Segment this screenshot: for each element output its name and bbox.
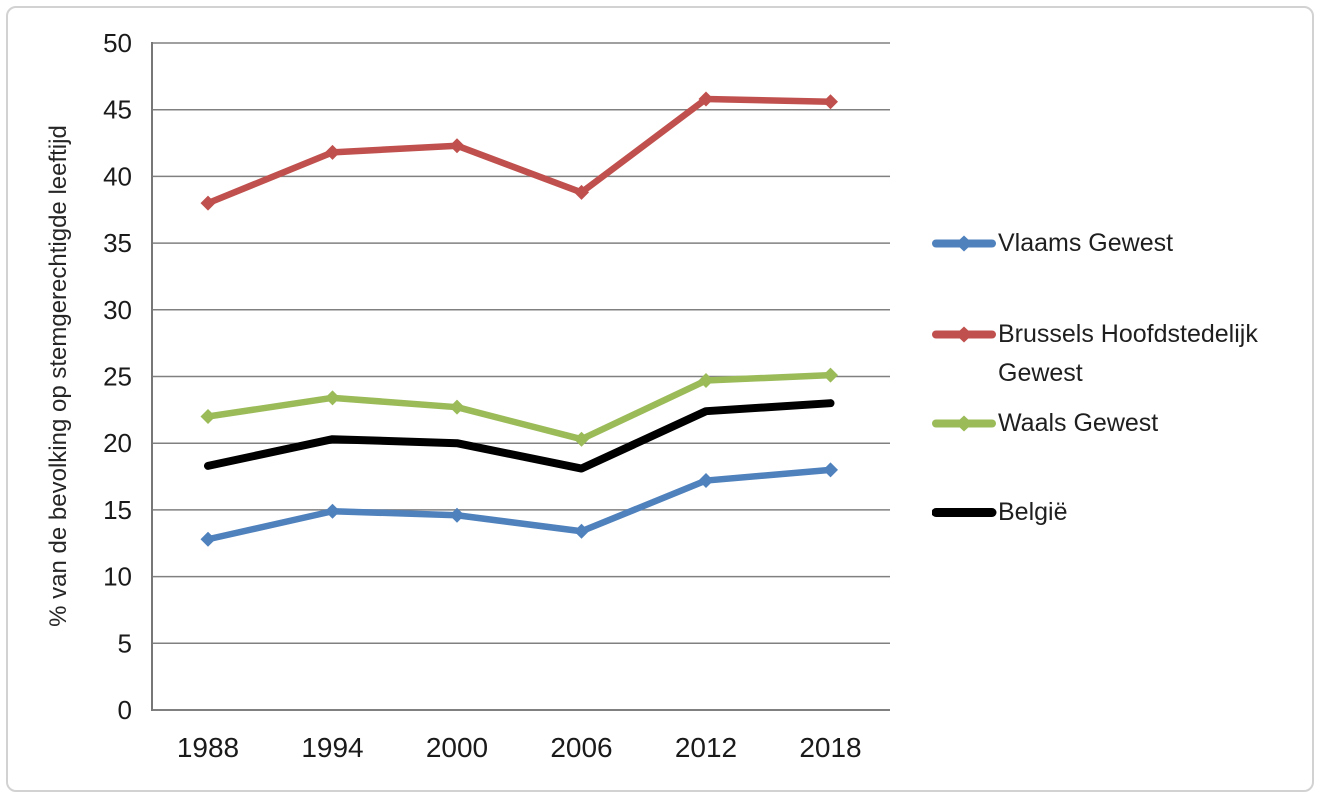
data-point-brussels-hoofdstedelijk-gewest (823, 94, 838, 110)
data-point-vlaams-gewest (823, 462, 838, 478)
y-tick-label: 35 (103, 228, 132, 258)
legend-marker-brussels-hoofdstedelijk-gewest (932, 326, 996, 342)
legend-item-belgi: België (932, 493, 1293, 532)
y-tick-label: 0 (118, 695, 132, 725)
legend-marker-waals-gewest (932, 415, 996, 431)
data-point-waals-gewest (325, 390, 340, 406)
x-tick-label: 2006 (550, 732, 612, 763)
legend-label-vlaams-gewest: Vlaams Gewest (998, 228, 1174, 257)
y-tick-label: 10 (103, 562, 132, 592)
legend-marker-belgi (932, 507, 997, 517)
legend-item-waals-gewest: Waals Gewest (932, 404, 1293, 443)
legend-item-vlaams-gewest: Vlaams Gewest (932, 224, 1293, 263)
series-line-vlaams-gewest (204, 466, 834, 543)
legend-marker-vlaams-gewest (932, 235, 996, 251)
data-point-vlaams-gewest (574, 523, 589, 539)
x-tick-label: 2012 (675, 732, 737, 763)
x-tick-label: 1988 (177, 732, 239, 763)
series-line-belgi (204, 399, 835, 473)
y-tick-label: 25 (103, 362, 132, 392)
y-tick-label: 50 (103, 28, 132, 58)
y-tick-label: 45 (103, 95, 132, 125)
data-point-waals-gewest (823, 367, 838, 383)
data-point-waals-gewest (200, 409, 216, 425)
data-point-waals-gewest (449, 399, 465, 415)
x-tick-label: 2000 (426, 732, 488, 763)
data-point-vlaams-gewest (200, 531, 216, 547)
x-tick-label: 1994 (301, 732, 363, 763)
legend-label-belgi: België (998, 497, 1068, 526)
legend-label-brussels-hoofdstedelijk-gewest: Brussels Hoofdstedelijk Gewest (998, 319, 1258, 387)
y-tick-label: 30 (103, 295, 132, 325)
data-point-vlaams-gewest (698, 473, 714, 489)
series-line-brussels-hoofdstedelijk-gewest (204, 95, 834, 207)
y-tick-label: 15 (103, 495, 132, 525)
data-point-brussels-hoofdstedelijk-gewest (325, 144, 340, 160)
y-tick-label: 5 (118, 628, 132, 658)
legend-item-brussels-hoofdstedelijk-gewest: Brussels Hoofdstedelijk Gewest (932, 315, 1293, 393)
data-point-vlaams-gewest (449, 507, 465, 523)
y-tick-label: 20 (103, 428, 132, 458)
data-point-brussels-hoofdstedelijk-gewest (574, 184, 589, 200)
y-tick-label: 40 (103, 161, 132, 191)
y-axis-title: % van de bevolking op stemgerechtigde le… (45, 125, 72, 627)
data-point-waals-gewest (698, 373, 714, 389)
data-point-brussels-hoofdstedelijk-gewest (449, 138, 465, 154)
data-point-brussels-hoofdstedelijk-gewest (200, 195, 216, 211)
legend-label-waals-gewest: Waals Gewest (998, 408, 1159, 437)
data-point-brussels-hoofdstedelijk-gewest (698, 91, 714, 107)
x-tick-label: 2018 (799, 732, 861, 763)
data-point-vlaams-gewest (325, 503, 340, 519)
series-line-waals-gewest (204, 371, 834, 443)
data-point-waals-gewest (574, 431, 589, 447)
legend: Vlaams Gewest Brussels Hoofdstedelijk Gew… (932, 0, 1304, 798)
